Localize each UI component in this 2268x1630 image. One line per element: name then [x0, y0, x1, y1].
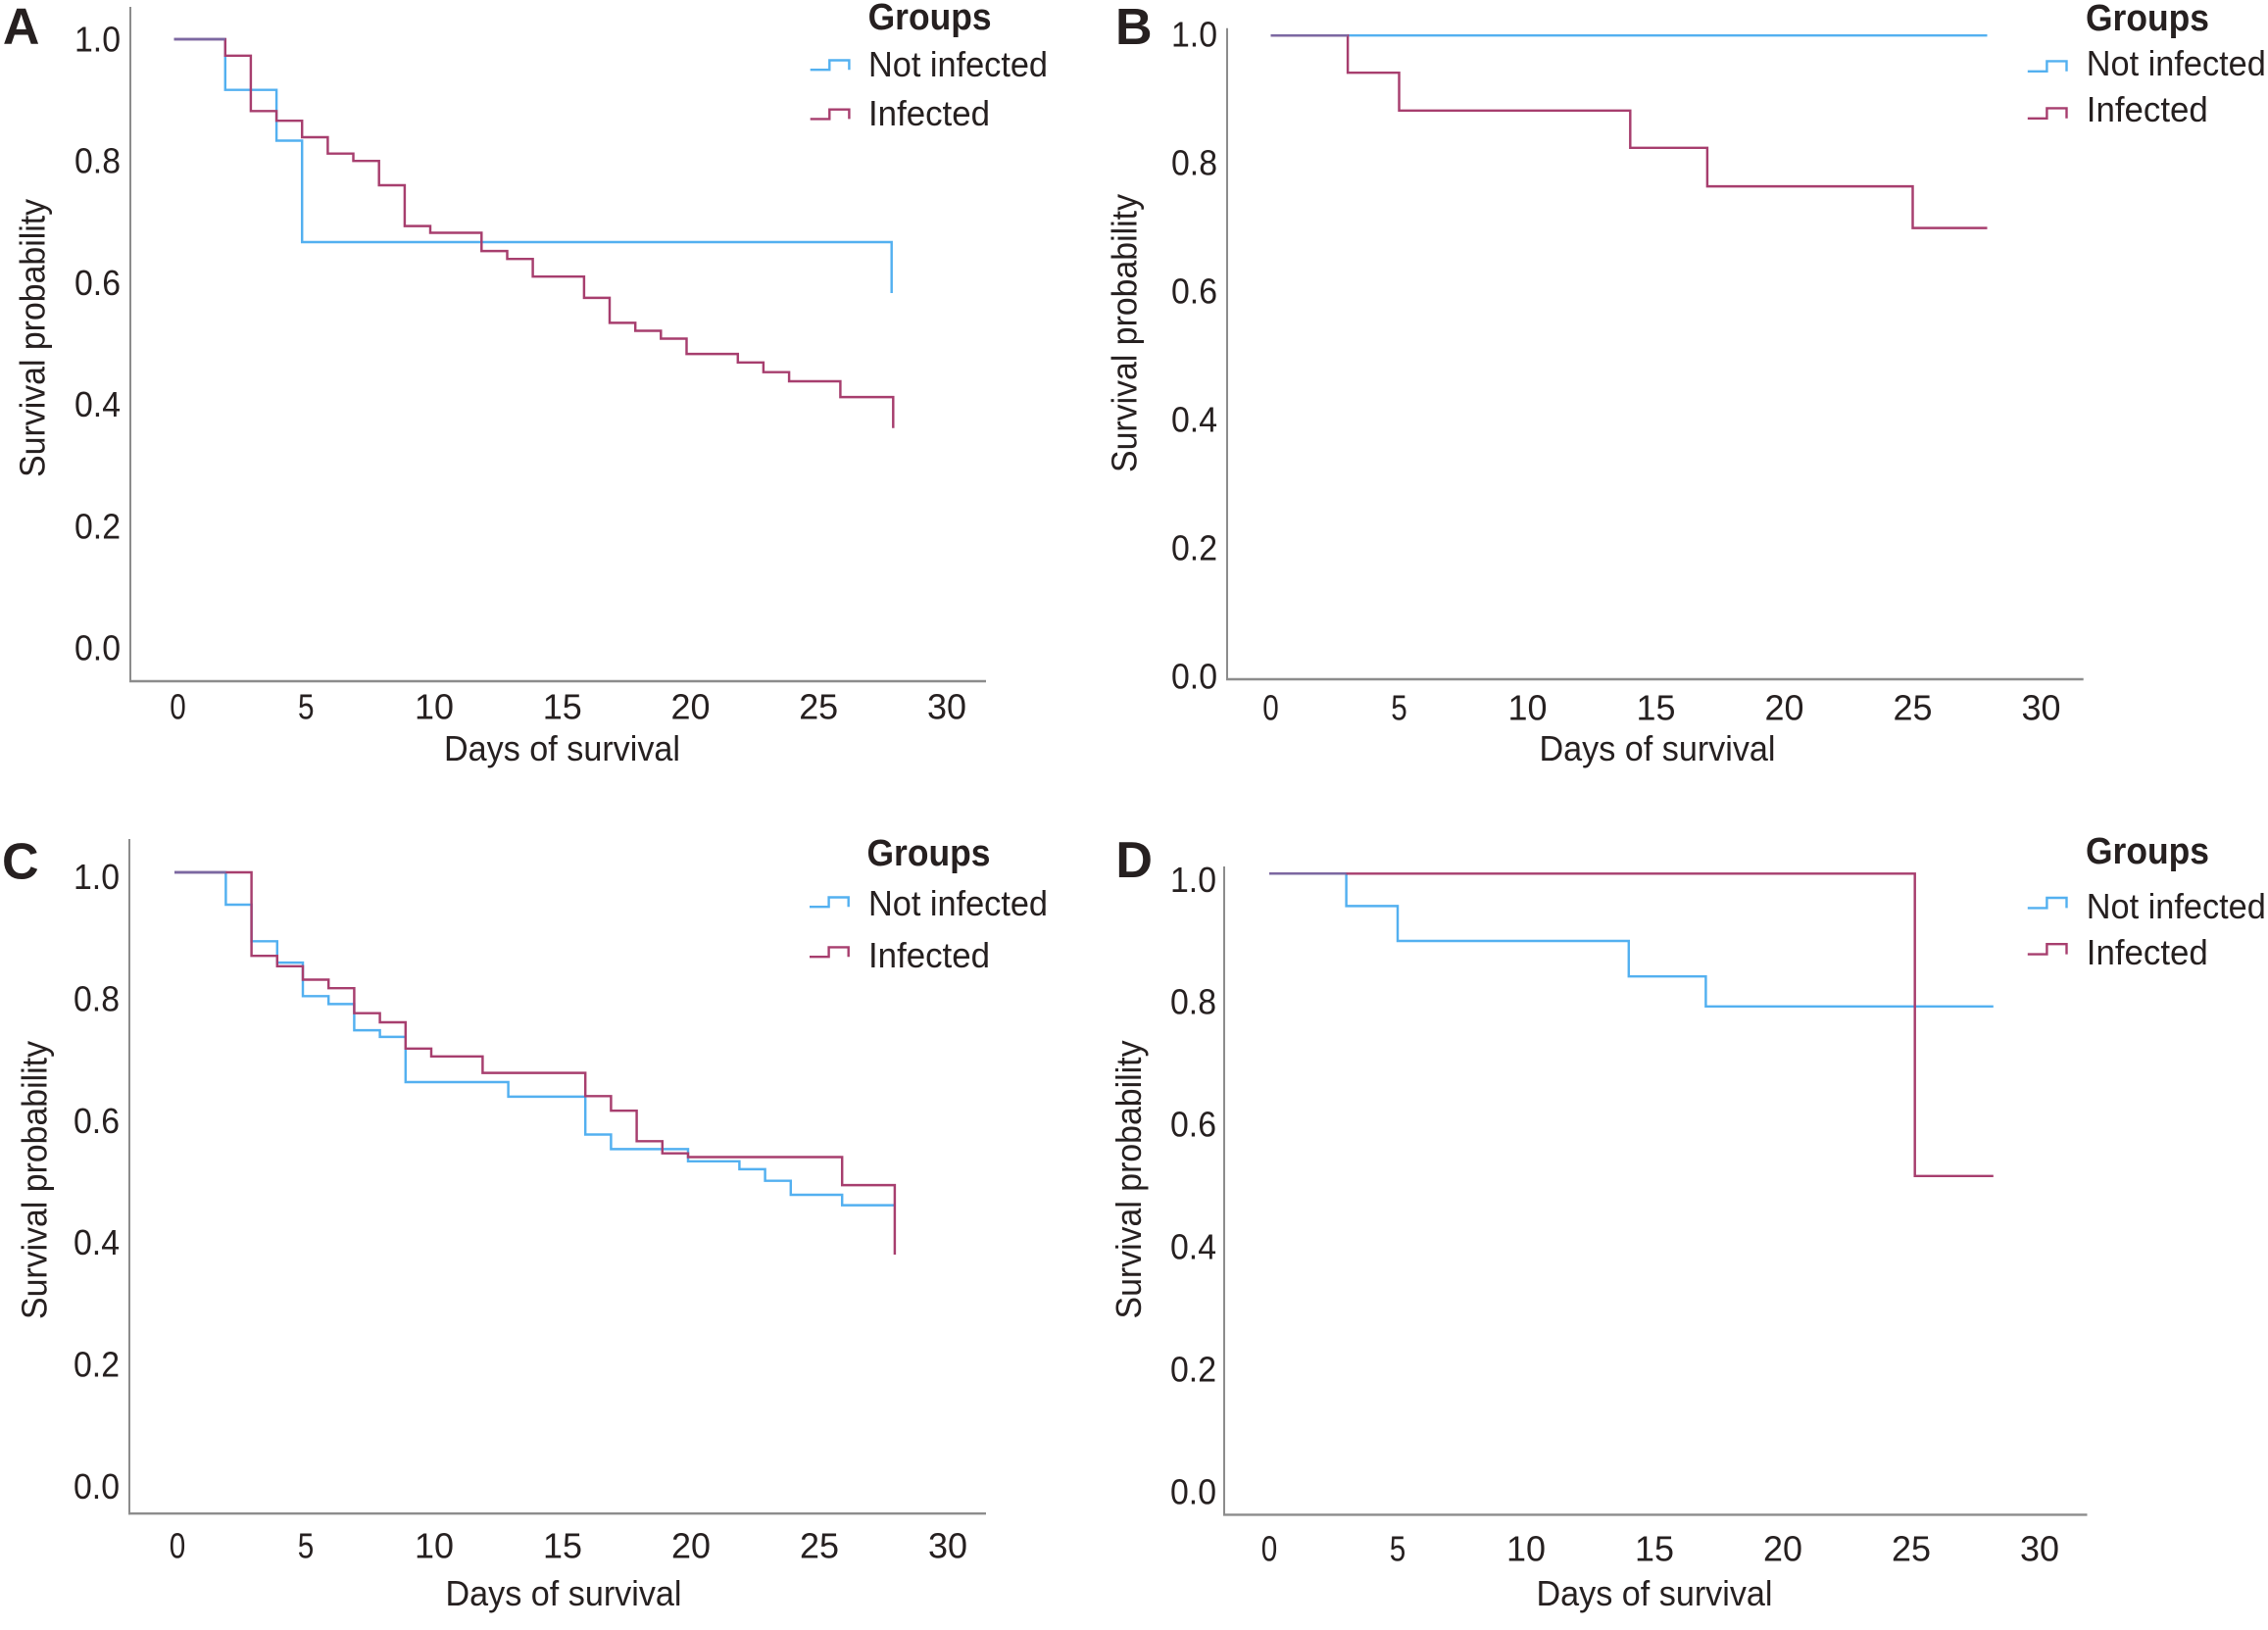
svg-text:D: D	[1115, 832, 1153, 889]
svg-text:Infected: Infected	[868, 935, 990, 975]
svg-text:25: 25	[1894, 688, 1933, 728]
svg-text:0.0: 0.0	[74, 1466, 120, 1507]
svg-text:0.8: 0.8	[1171, 143, 1217, 183]
svg-text:0.4: 0.4	[1171, 400, 1217, 440]
svg-text:Survival probability: Survival probability	[1109, 1041, 1149, 1319]
svg-text:Infected: Infected	[868, 93, 990, 133]
svg-text:Days of survival: Days of survival	[1540, 728, 1776, 768]
svg-text:15: 15	[1635, 1529, 1674, 1569]
svg-text:Not infected: Not infected	[2087, 886, 2266, 926]
svg-text:5: 5	[298, 687, 315, 727]
svg-text:20: 20	[671, 687, 711, 727]
svg-text:20: 20	[1765, 688, 1804, 728]
svg-text:Days of survival: Days of survival	[446, 1573, 682, 1613]
svg-text:0: 0	[1261, 1529, 1278, 1569]
svg-text:30: 30	[928, 1526, 967, 1566]
svg-text:15: 15	[1637, 688, 1676, 728]
svg-text:0.2: 0.2	[74, 1345, 120, 1385]
svg-text:0.4: 0.4	[74, 384, 121, 424]
svg-text:0.6: 0.6	[1171, 272, 1217, 312]
svg-text:0.6: 0.6	[1170, 1105, 1216, 1145]
svg-text:10: 10	[1506, 1529, 1546, 1569]
svg-text:30: 30	[2020, 1529, 2059, 1569]
svg-text:0.8: 0.8	[74, 141, 121, 181]
svg-text:Infected: Infected	[2087, 932, 2208, 972]
svg-text:Groups: Groups	[867, 833, 991, 874]
svg-text:Not infected: Not infected	[868, 883, 1048, 923]
svg-text:10: 10	[415, 1526, 454, 1566]
svg-text:5: 5	[298, 1526, 315, 1566]
svg-text:Not infected: Not infected	[2087, 43, 2266, 83]
svg-text:B: B	[1115, 0, 1153, 56]
svg-text:0.4: 0.4	[1170, 1227, 1216, 1267]
svg-text:1.0: 1.0	[74, 857, 120, 897]
svg-text:0: 0	[1262, 688, 1279, 728]
svg-text:Groups: Groups	[2086, 831, 2209, 872]
svg-text:1.0: 1.0	[74, 20, 121, 60]
svg-text:Survival probability: Survival probability	[12, 199, 52, 477]
svg-text:Infected: Infected	[2087, 89, 2208, 129]
svg-text:5: 5	[1391, 688, 1407, 728]
svg-text:0.0: 0.0	[1171, 657, 1217, 697]
svg-text:15: 15	[543, 687, 582, 727]
svg-text:Survival probability: Survival probability	[1105, 194, 1145, 472]
svg-text:25: 25	[1892, 1529, 1931, 1569]
svg-text:A: A	[3, 0, 40, 56]
svg-text:1.0: 1.0	[1170, 860, 1216, 900]
svg-text:30: 30	[927, 687, 966, 727]
svg-text:0.2: 0.2	[1171, 528, 1217, 568]
svg-text:0.6: 0.6	[74, 263, 121, 303]
svg-text:30: 30	[2022, 688, 2061, 728]
svg-text:Survival probability: Survival probability	[15, 1041, 55, 1319]
svg-text:Days of survival: Days of survival	[1537, 1573, 1773, 1613]
svg-text:20: 20	[671, 1526, 711, 1566]
svg-text:0.2: 0.2	[1170, 1349, 1216, 1389]
svg-text:20: 20	[1763, 1529, 1802, 1569]
svg-text:15: 15	[543, 1526, 582, 1566]
svg-text:0.6: 0.6	[74, 1101, 120, 1141]
svg-text:C: C	[2, 834, 39, 891]
svg-text:1.0: 1.0	[1171, 15, 1217, 55]
svg-text:10: 10	[415, 687, 454, 727]
svg-text:25: 25	[800, 1526, 839, 1566]
svg-text:0.8: 0.8	[1170, 982, 1216, 1022]
svg-text:Groups: Groups	[868, 0, 992, 38]
svg-text:0.0: 0.0	[74, 628, 121, 668]
svg-text:25: 25	[799, 687, 838, 727]
svg-text:5: 5	[1390, 1529, 1406, 1569]
svg-text:0.4: 0.4	[74, 1222, 120, 1262]
svg-text:10: 10	[1508, 688, 1548, 728]
svg-text:Not infected: Not infected	[868, 44, 1048, 84]
svg-text:0: 0	[170, 687, 186, 727]
svg-text:0.0: 0.0	[1170, 1471, 1216, 1511]
svg-text:Groups: Groups	[2086, 0, 2209, 39]
svg-text:0: 0	[170, 1526, 186, 1566]
svg-text:0.8: 0.8	[74, 978, 120, 1018]
svg-text:0.2: 0.2	[74, 506, 121, 546]
svg-text:Days of survival: Days of survival	[444, 728, 680, 768]
